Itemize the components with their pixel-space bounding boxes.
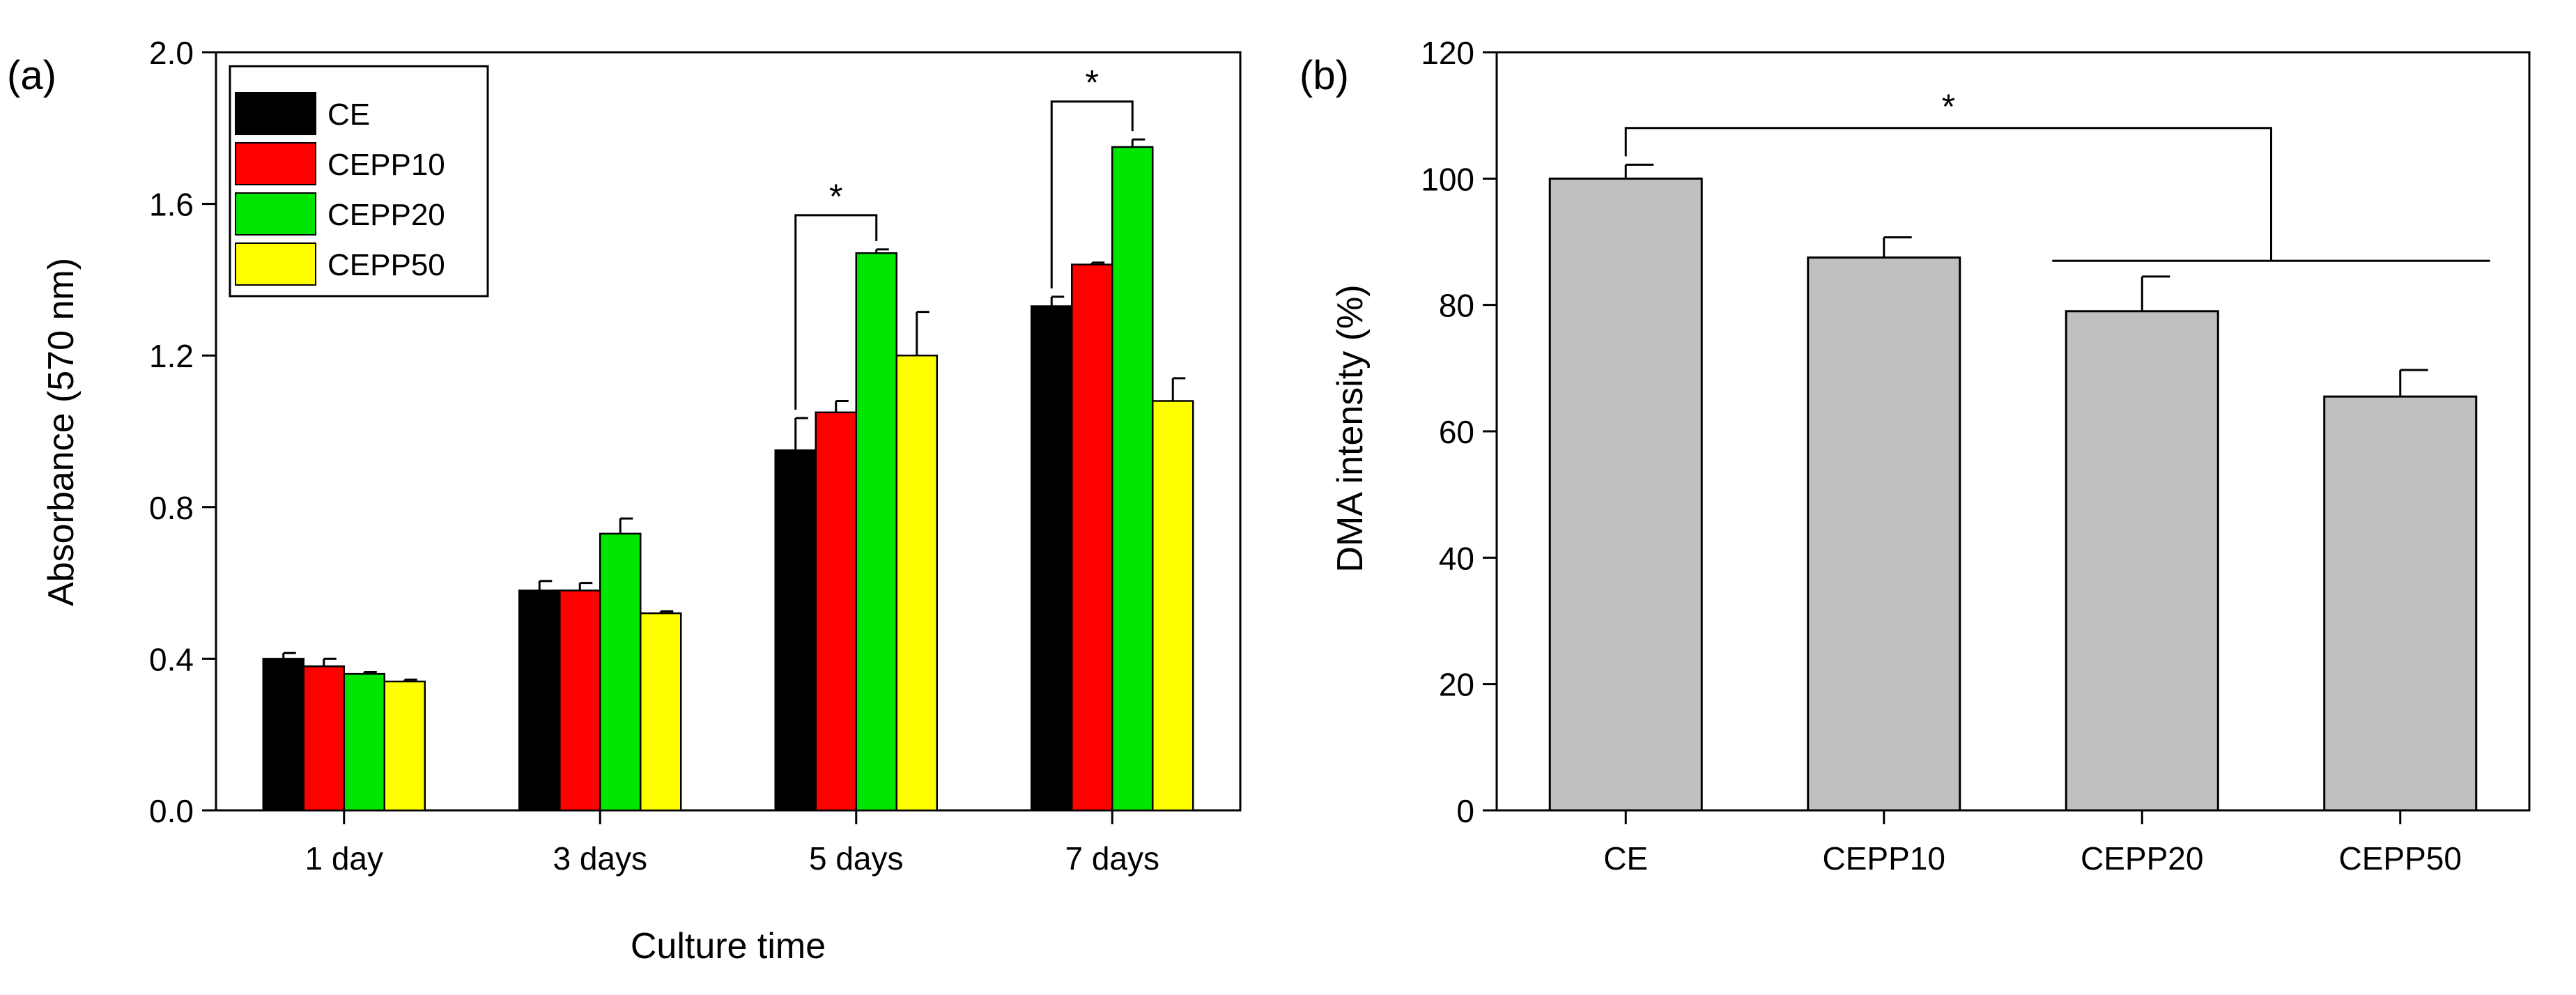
panel-b-y-tick-label: 20 [1439, 667, 1474, 703]
significance-bracket [1624, 127, 2272, 261]
panel-b-plot: 0 20 40 60 80 100 120 CE CEPP10 CEPP20 CEPP50 * [1421, 35, 2531, 877]
significance-bracket [794, 214, 878, 410]
bar-ce-2 [518, 589, 561, 812]
panel-b-y-tick-label: 120 [1421, 35, 1474, 71]
legend-label-cepp10: CEPP10 [327, 148, 445, 182]
panel-a-y-tick-label: 1.2 [149, 338, 194, 374]
panel-a-y-tick-label: 1.6 [149, 187, 194, 223]
legend-swatch-ce [235, 92, 316, 135]
significance-bracket [1050, 100, 1134, 288]
legend-swatch-cepp50 [235, 242, 316, 286]
bar-cepp10-3 [815, 411, 857, 812]
panel-a-label: (a) [7, 53, 56, 98]
bar-ce-4 [1031, 305, 1073, 812]
panel-b: (b) 0 20 40 60 80 100 120 CE CEPP10 CEPP20 CEPP50 *… [1299, 35, 2531, 877]
legend-label-ce: CE [327, 98, 370, 132]
panel-a-y-tick-label: 2.0 [149, 35, 194, 71]
panel-b-y-tick-label: 60 [1439, 414, 1474, 450]
panel-b-x-tick-label: CEPP20 [2081, 840, 2203, 877]
legend-label-cepp50: CEPP50 [327, 248, 445, 282]
panel-a-x-tick-label: 3 days [553, 840, 647, 877]
panel-b-y-tick-label: 100 [1421, 161, 1474, 197]
bar-cepp20-3 [855, 252, 897, 812]
legend-swatch-cepp20 [235, 192, 316, 236]
bar-cepp20-2 [599, 532, 642, 812]
significance-star: * [1086, 63, 1099, 102]
bar-cepp50-3 [895, 354, 938, 812]
bar-cepp10-4 [1071, 263, 1113, 812]
panel-b-label: (b) [1299, 53, 1349, 98]
legend-swatch-cepp10 [235, 142, 316, 185]
panel-a-y-tick-label: 0.4 [149, 641, 194, 677]
bar-cepp50-2 [640, 612, 682, 812]
bar-cepp50-4 [1152, 400, 1194, 812]
panel-b-y-axis-label: DMA intensity (%) [1330, 284, 1371, 572]
bar-cepp50 [2323, 395, 2478, 812]
significance-star: * [829, 177, 842, 216]
panel-b-y-tick-label: 80 [1439, 288, 1474, 324]
panel-a-x-tick-label: 1 day [304, 840, 383, 877]
significance-star: * [1942, 87, 1955, 126]
panel-a-plot: 0.0 0.4 0.8 1.2 1.6 2.0 1 day 3 days 5 days 7 day… [149, 35, 1242, 877]
legend-label-cepp20: CEPP20 [327, 198, 445, 232]
bar-cepp20-1 [343, 672, 385, 812]
bar-ce-1 [262, 658, 304, 812]
panel-a-x-tick-label: 5 days [809, 840, 904, 877]
bar-cepp10-2 [559, 589, 601, 812]
bar-cepp20-4 [1111, 146, 1154, 812]
bar-cepp10 [1807, 256, 1961, 812]
bar-cepp50-1 [383, 680, 426, 812]
panel-a: (a) 0.0 0.4 0.8 1.2 1.6 2.0 1 day 3 days 5 days 7… [7, 35, 1242, 966]
panel-b-x-tick-label: CEPP50 [2339, 840, 2462, 877]
panel-a-y-tick-label: 0.0 [149, 793, 194, 829]
panel-a-y-axis-label: Absorbance (570 nm) [41, 258, 82, 606]
bar-ce [1548, 177, 1703, 812]
bar-ce-3 [774, 449, 817, 812]
panel-a-axes-frame [215, 51, 1242, 812]
bar-cepp20 [2065, 310, 2219, 812]
panel-a-x-tick-label: 7 days [1065, 840, 1159, 877]
panel-a-x-axis-label: Culture time [631, 926, 826, 966]
panel-b-x-tick-label: CE [1603, 840, 1648, 877]
bar-cepp10-1 [302, 665, 345, 812]
panel-b-y-tick-label: 40 [1439, 540, 1474, 576]
panel-b-y-tick-label: 0 [1456, 793, 1474, 829]
panel-a-y-tick-label: 0.8 [149, 490, 194, 526]
panel-b-x-tick-label: CEPP10 [1823, 840, 1945, 877]
